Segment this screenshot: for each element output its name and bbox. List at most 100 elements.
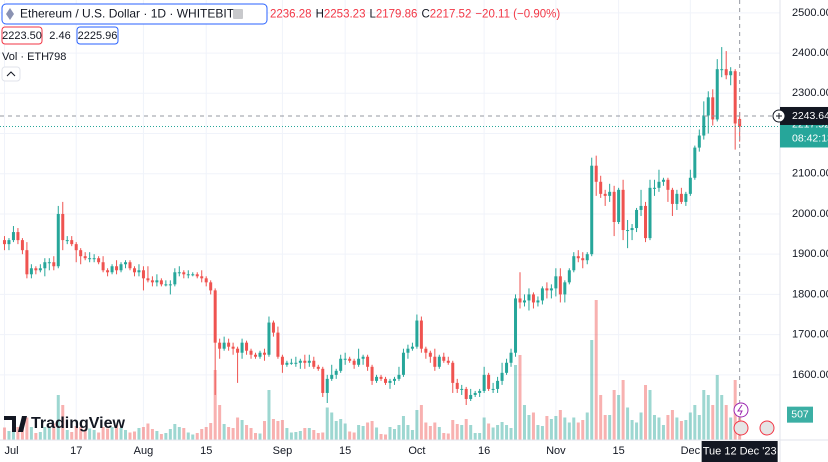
volume-bar	[65, 430, 69, 440]
candle-body	[124, 262, 128, 265]
volume-bar	[702, 390, 706, 440]
candle-body	[661, 179, 665, 182]
candle-body	[590, 165, 594, 255]
candle-body	[473, 392, 477, 395]
candle-body	[630, 228, 634, 231]
volume-bar	[392, 429, 396, 440]
ask: 2225.96	[78, 30, 118, 42]
volume-bar	[177, 427, 181, 440]
candle-body	[191, 274, 195, 276]
volume-bar	[406, 425, 410, 440]
x-tick-label: 17	[70, 445, 82, 457]
candle-body	[92, 258, 96, 260]
volume-bar	[79, 427, 83, 440]
volume-bar	[70, 432, 74, 440]
volume-bar	[303, 428, 307, 440]
event-icon-glyph	[737, 404, 743, 416]
ask-box[interactable]	[76, 26, 119, 45]
volume-legend-value: 798	[48, 51, 66, 63]
candle-body	[43, 262, 47, 269]
volume-bar	[106, 428, 110, 440]
candle-body	[298, 360, 302, 363]
volume-bar	[437, 427, 441, 440]
volume-bar	[321, 432, 325, 440]
volume-bar	[56, 395, 60, 440]
volume-bar	[419, 405, 423, 440]
candle-body	[231, 346, 235, 349]
volume-bar	[155, 431, 159, 440]
volume-bar	[11, 429, 15, 440]
candle-body	[626, 230, 630, 232]
candle-body	[101, 262, 105, 271]
volume-bar	[496, 425, 500, 440]
candle-body	[455, 382, 459, 389]
candle-body	[706, 97, 710, 116]
volume-bar	[366, 422, 370, 440]
bid-box[interactable]	[1, 26, 43, 45]
volume-bar	[652, 415, 656, 440]
candle-body	[312, 360, 316, 367]
candle-body	[500, 372, 504, 381]
volume-bar	[599, 395, 603, 440]
volume-bar	[693, 405, 697, 440]
volume-bar	[262, 421, 266, 440]
x-tick-label: Jul	[4, 445, 18, 457]
candle-body	[410, 346, 414, 349]
volume-bar	[375, 427, 379, 440]
volume-bar	[330, 412, 334, 440]
volume-bar	[182, 428, 186, 440]
candle-body	[65, 240, 69, 242]
candle-body	[576, 256, 580, 259]
candle-body	[11, 232, 15, 241]
candle-body	[150, 280, 154, 283]
candle-body	[352, 360, 356, 365]
candle-body	[487, 374, 491, 389]
flag-icon[interactable]	[733, 420, 749, 436]
volume-bar	[316, 433, 320, 440]
volume-bar	[119, 428, 123, 440]
volume-bar	[451, 420, 455, 440]
candle-body	[47, 262, 51, 264]
candle-body	[128, 262, 132, 269]
candle-body	[428, 352, 432, 357]
high-value: 2253.23	[324, 9, 366, 21]
candle-body	[186, 274, 190, 276]
volume-bar	[236, 417, 240, 440]
candle-body	[115, 266, 119, 271]
candle-body	[177, 272, 181, 274]
candle-body	[554, 276, 558, 289]
crosshair-price-box	[780, 106, 828, 125]
volume-bar	[370, 421, 374, 440]
candle-body	[222, 342, 226, 349]
volume-bar	[231, 428, 235, 440]
candle-body	[697, 135, 701, 148]
candle-body	[437, 356, 441, 367]
candle-body	[182, 272, 186, 275]
candle-body	[245, 342, 249, 351]
collapse-button[interactable]	[1, 66, 21, 82]
volume-bar	[384, 434, 388, 440]
candle-body	[581, 258, 585, 261]
crosshair-date-box	[701, 441, 778, 462]
symbol-box[interactable]	[1, 3, 268, 25]
candle-body	[729, 71, 733, 76]
volume-bar	[137, 428, 141, 440]
candle-body	[693, 147, 697, 178]
volume-bar	[415, 410, 419, 440]
visibility-icon[interactable]	[233, 9, 243, 19]
candle-body	[325, 378, 329, 393]
crosshair-date-label: Tue 12 Dec '23	[703, 445, 777, 457]
y-tick-label: 2100.00	[792, 168, 828, 180]
volume-bar	[679, 421, 683, 440]
event-icon[interactable]	[733, 402, 749, 418]
candle-body	[361, 356, 365, 359]
candle-body	[733, 71, 737, 124]
candle-body	[724, 69, 728, 76]
candle-body	[639, 205, 643, 210]
grid	[0, 0, 780, 440]
volume-bar	[280, 420, 284, 440]
candle-body	[357, 358, 361, 365]
candle-body	[482, 374, 486, 391]
spread: 2.46	[49, 30, 70, 42]
flag-icon[interactable]	[759, 420, 775, 436]
